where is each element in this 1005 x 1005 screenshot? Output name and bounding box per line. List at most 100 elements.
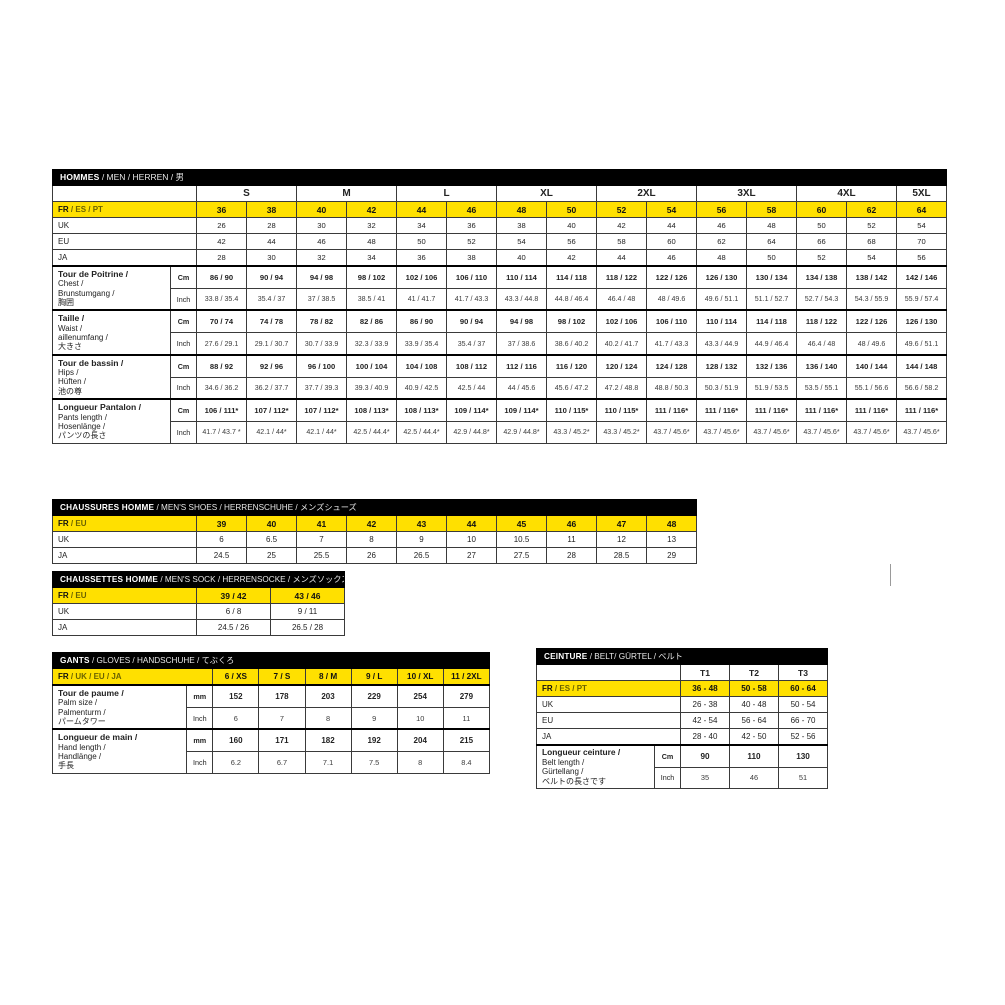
row-value-cell: 26 - 38 <box>680 696 730 713</box>
measurement-inch-cell: 53.5 / 55.1 <box>796 376 847 400</box>
row-value-cell: 42 <box>196 233 247 250</box>
table-row: EU 42 - 54 56 - 64 66 - 70 <box>536 712 829 729</box>
row-value-cell: 38 <box>446 249 497 267</box>
measurement-cm-cell: 90 / 94 <box>246 264 297 289</box>
measurement-cm-cell: 82 / 86 <box>346 309 397 334</box>
key-size-cell: 52 <box>596 201 647 218</box>
measurement-row-cm: Longueur de main / Hand length / Handlänge… <box>51 728 491 774</box>
row-value-cell: 8 <box>346 531 397 548</box>
key-size-cell: 46 <box>546 515 597 532</box>
key-size-row: FR / EU 39 40 41 42 43 44 45 46 47 48 <box>52 515 698 532</box>
row-value-cell: 44 <box>246 233 297 250</box>
key-row-label-rest: / ES / PT <box>554 684 587 693</box>
measurement-cm-cell: 78 / 82 <box>296 309 347 334</box>
measurement-inch-cell: 34.6 / 36.2 <box>196 376 247 400</box>
row-label: JA <box>52 619 197 636</box>
measurement-label-en: Belt length / <box>542 757 585 767</box>
measurement-cm-cell: 74 / 78 <box>246 309 297 334</box>
measurement-inch-cell: 37 / 38.6 <box>496 332 547 356</box>
measurement-cm-cell: 126 / 130 <box>696 264 747 289</box>
measurement-inch-cell: 36.2 / 37.7 <box>246 376 297 400</box>
key-size-cell: 36 <box>196 201 247 218</box>
section-banner-subtitle: / BELT/ GÜRTEL / ベルト <box>589 652 683 661</box>
row-value-cell: 56 <box>896 249 947 267</box>
key-size-cell: 64 <box>896 201 947 218</box>
row-value-cell: 46 <box>296 233 347 250</box>
measurement-inch-cell: 56.6 / 58.2 <box>896 376 947 400</box>
measurement-cm-cell: 106 / 110 <box>446 264 497 289</box>
measurement-inch-cell: 8 <box>396 751 444 774</box>
row-value-cell: 68 <box>846 233 897 250</box>
measurement-cm-cell: 108 / 112 <box>446 353 497 378</box>
row-value-cell: 34 <box>396 217 447 234</box>
key-size-cell: 11 / 2XL <box>442 668 491 686</box>
unit-cm-label: mm <box>186 683 214 708</box>
measurement-cm-cell: 160 <box>212 728 260 753</box>
measurement-cm-cell: 138 / 142 <box>846 264 897 289</box>
row-value-cell: 36 <box>446 217 497 234</box>
measurement-label-fr: Tour de paume / <box>58 688 124 698</box>
measurement-inch-cell: 35.4 / 37 <box>246 287 297 311</box>
measurement-label-en: Chest / <box>58 279 84 289</box>
measurement-row-cm: Tour de Poitrine / Chest / Brunstumgang / 胸… <box>52 264 947 311</box>
row-value-cell: 40 <box>496 249 547 267</box>
measurement-cm-cell: 92 / 96 <box>246 353 297 378</box>
row-value-cell: 11 <box>546 531 597 548</box>
row-value-cell: 52 <box>846 217 897 234</box>
measurement-cm-cell: 111 / 116* <box>846 398 897 423</box>
section-banner-row: CEINTURE / BELT/ GÜRTEL / ベルト <box>535 648 829 665</box>
group-size-5xl: 5XL <box>896 185 947 202</box>
measurement-label-de: Palmenturm / <box>58 707 106 717</box>
row-value-cell: 9 <box>396 531 447 548</box>
measurement-label-fr: Tour de bassin / <box>58 357 124 368</box>
measurement-cm-cell: 279 <box>442 683 491 708</box>
section-banner: GANTS / GLOVES / HANDSCHUHE / てぶくろ <box>52 652 490 669</box>
measurement-inch-cell: 11 <box>442 706 491 730</box>
row-value-cell: 28 <box>196 249 247 267</box>
measurement-label-fr: Longueur Pantalon / <box>58 402 142 413</box>
measurement-label-de: Gürtellang / <box>542 767 584 777</box>
row-value-cell: 52 - 56 <box>777 728 829 746</box>
row-value-cell: 54 <box>846 249 897 267</box>
measurement-cm-cell: 124 / 128 <box>646 353 697 378</box>
key-size-cell: 42 <box>346 201 397 218</box>
group-size-2xl: 2XL <box>596 185 697 202</box>
measurement-inch-cell: 42.5 / 44.4* <box>346 421 397 444</box>
measurement-cm-cell: 111 / 116* <box>646 398 697 423</box>
unit-cm-label: Cm <box>170 309 197 334</box>
key-size-cell: 48 <box>496 201 547 218</box>
section-banner-row: CHAUSSETTES HOMME / MEN'S SOCK / HERRENS… <box>51 571 346 588</box>
measurement-inch-cell: 49.6 / 51.1 <box>896 332 947 356</box>
measurement-inch-cell: 9 <box>350 706 398 730</box>
measurement-label-fr: Longueur ceinture / <box>542 747 621 757</box>
measurement-inch-cell: 41 / 41.7 <box>396 287 447 311</box>
table-row: JA 28 - 40 42 - 50 52 - 56 <box>536 728 829 746</box>
measurement-label-de: Handlänge / <box>58 752 102 762</box>
row-value-cell: 44 <box>646 217 697 234</box>
key-size-cell: 58 <box>746 201 797 218</box>
key-row-label: FR / ES / PT <box>52 201 197 218</box>
group-size-4xl: 4XL <box>796 185 897 202</box>
row-value-cell: 54 <box>496 233 547 250</box>
measurement-inch-cell: 44.9 / 46.4 <box>746 332 797 356</box>
key-size-cell: 8 / M <box>304 668 352 686</box>
row-value-cell: 10.5 <box>496 531 547 548</box>
key-row-label-rest: / EU <box>70 591 87 600</box>
measurement-cm-cell: 111 / 116* <box>746 398 797 423</box>
row-label: EU <box>52 233 197 250</box>
measurement-label-ja: 池の尊 <box>58 386 82 396</box>
measurement-cm-cell: 88 / 92 <box>196 353 247 378</box>
row-value-cell: 27 <box>446 547 497 564</box>
measurement-inch-cell: 35.4 / 37 <box>446 332 497 356</box>
measurement-inch-cell: 37.7 / 39.3 <box>296 376 347 400</box>
key-size-cell: 41 <box>296 515 347 532</box>
measurement-label-de: Hosenlänge / <box>58 421 106 431</box>
group-row-spacer <box>536 664 681 681</box>
measurement-cm-cell: 114 / 118 <box>746 309 797 334</box>
measurement-label: Longueur ceinture / Belt length / Gürtella… <box>536 744 655 790</box>
measurement-row-cm: Longueur Pantalon / Pants length / Hosenlä… <box>52 398 947 444</box>
row-value-cell: 9 / 11 <box>269 603 346 620</box>
measurement-inch-cell: 48 / 49.6 <box>646 287 697 311</box>
measurement-cm-cell: 100 / 104 <box>346 353 397 378</box>
